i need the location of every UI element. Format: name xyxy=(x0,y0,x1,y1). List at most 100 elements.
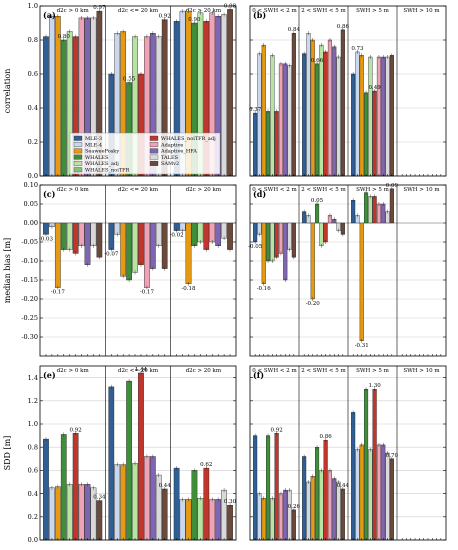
bar xyxy=(266,111,271,177)
y-axis-label: median bias [m] xyxy=(3,238,12,303)
bar xyxy=(227,222,233,250)
bar xyxy=(161,222,168,269)
bar xyxy=(283,489,288,541)
legend-entry: SAMv2 xyxy=(161,161,179,167)
bar xyxy=(274,111,279,177)
bar xyxy=(221,14,227,177)
data-label: -0.18 xyxy=(181,286,196,292)
data-label: -0.17 xyxy=(140,290,155,296)
y-tick-label: 0.4 xyxy=(28,490,38,498)
bar xyxy=(155,222,162,246)
y-tick-label: 0.6 xyxy=(28,70,38,78)
legend-swatch xyxy=(149,142,159,147)
bar xyxy=(351,412,356,541)
bar xyxy=(197,498,204,541)
y-tick-label: 0.4 xyxy=(28,104,38,112)
bar xyxy=(43,36,49,177)
y-tick-label: 0.05 xyxy=(24,200,38,208)
bar xyxy=(278,222,284,254)
data-label: 0.66 xyxy=(311,58,324,64)
bar xyxy=(78,484,85,541)
legend-entry: WHALES_noiTFR xyxy=(85,168,130,174)
data-label: 0.92 xyxy=(159,14,171,20)
panel-b: 0 < SWH < 2 m 2 < SWH < 5 m SWH > 5 m SWH >… xyxy=(249,5,447,177)
axes-frame xyxy=(39,365,237,541)
bar xyxy=(120,222,127,277)
bar xyxy=(364,192,369,224)
bar xyxy=(302,53,307,177)
bar xyxy=(364,92,369,177)
group-header: d2c > 0 km xyxy=(57,187,90,193)
bar xyxy=(302,456,307,541)
group-header: SWH > 10 m xyxy=(403,368,440,374)
legend-swatch xyxy=(73,142,83,147)
bar xyxy=(149,456,156,541)
bar xyxy=(66,222,73,250)
bar xyxy=(203,222,210,250)
data-label: 0.62 xyxy=(200,462,212,468)
panel-a: 0.0 0.2 0.4 0.6 0.8 1.0 d2c > 0 km d2c <= 20 km… xyxy=(3,2,237,180)
bar xyxy=(179,499,186,541)
bar xyxy=(185,222,192,284)
bar xyxy=(227,9,233,177)
data-label: 0.90 xyxy=(188,17,201,23)
bar xyxy=(323,440,328,541)
bar xyxy=(54,222,61,288)
bar xyxy=(227,505,233,541)
bar xyxy=(376,56,382,177)
data-label: -0.07 xyxy=(104,252,119,258)
group-header: d2c > 20 km xyxy=(186,368,222,374)
bar xyxy=(191,470,198,541)
legend-swatch xyxy=(149,135,159,141)
legend-entry: Adaptive xyxy=(160,142,183,148)
data-label: 0.80 xyxy=(58,34,71,40)
bar xyxy=(66,484,73,541)
group-header: 2 < SWH < 5 m xyxy=(301,187,346,193)
bar xyxy=(43,438,49,541)
bar xyxy=(253,222,258,243)
y-tick-label: 0.8 xyxy=(28,36,38,44)
bar xyxy=(376,444,382,541)
bar xyxy=(221,489,227,541)
y-tick-label: -0.25 xyxy=(21,314,38,322)
group-header: 0 < SWH < 2 m xyxy=(252,187,297,193)
bar xyxy=(84,484,91,541)
bar xyxy=(389,188,394,224)
panel-label: (b) xyxy=(253,10,266,20)
y-tick-label: 0.8 xyxy=(28,443,38,451)
group-header: 2 < SWH < 5 m xyxy=(301,368,346,374)
bar xyxy=(274,433,279,541)
bar xyxy=(132,222,138,273)
bar xyxy=(84,222,91,265)
data-label: 0.44 xyxy=(337,483,350,489)
bar xyxy=(138,372,144,541)
bar xyxy=(203,467,210,541)
bar xyxy=(315,447,320,541)
legend-swatch xyxy=(73,154,83,160)
plot-area xyxy=(40,185,236,356)
bar xyxy=(149,222,156,269)
bar xyxy=(266,435,271,541)
bar xyxy=(340,29,345,177)
bar xyxy=(126,222,132,281)
panel-label: (c) xyxy=(43,189,56,199)
data-label: 0.26 xyxy=(288,504,301,510)
bar xyxy=(287,489,292,541)
data-label: 0.55 xyxy=(123,77,136,83)
bar xyxy=(381,444,386,541)
legend-entry: WHALES_adj xyxy=(85,161,119,167)
legend-entry: TALES xyxy=(161,155,179,161)
group-header: d2c <= 20 km xyxy=(118,368,159,374)
group-header: SWH > 5 m xyxy=(356,8,390,14)
bar xyxy=(381,203,386,224)
legend-swatch xyxy=(73,135,83,141)
bar xyxy=(96,222,103,258)
bar xyxy=(372,389,377,541)
bar xyxy=(385,452,390,541)
group-header: 0 < SWH < 2 m xyxy=(252,8,297,14)
legend-swatch xyxy=(149,161,159,166)
panel-c: 0.10 0.05 0.00 -0.05 -0.10 -0.15 -0.20 -0.25 -0.… xyxy=(3,181,237,357)
data-label: -0.16 xyxy=(257,286,272,292)
bar xyxy=(351,199,356,224)
